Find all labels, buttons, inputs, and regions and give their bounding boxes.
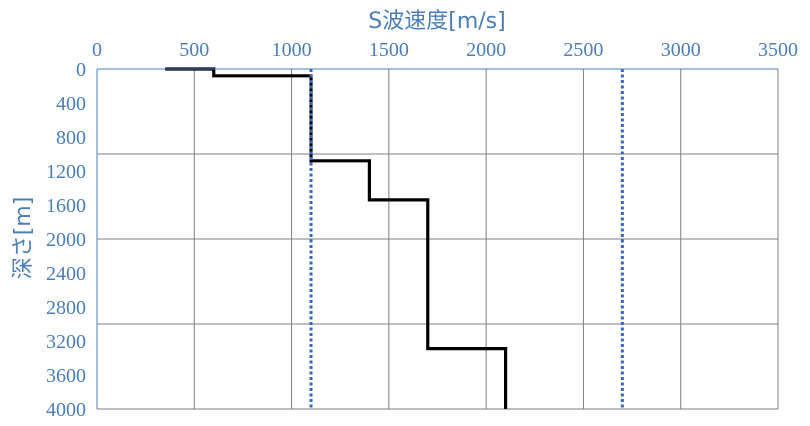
y-tick-label: 3600	[46, 365, 86, 387]
grid-lines	[97, 69, 779, 410]
y-tick-label: 0	[76, 59, 86, 81]
y-tick-label: 1200	[46, 161, 86, 183]
x-tick-label: 3500	[758, 39, 798, 61]
x-tick-label: 3000	[661, 39, 701, 61]
x-tick-label: 500	[179, 39, 209, 61]
series-layer	[165, 67, 624, 409]
y-tick-label: 1600	[46, 195, 86, 217]
y-axis-title: 深さ[m]	[11, 197, 36, 280]
step-profile-line	[165, 67, 508, 409]
y-tick-label: 2400	[46, 263, 86, 285]
x-tick-label: 0	[92, 39, 102, 61]
axis-layer: 0 500 1000 1500 2000 2500 3000 3500 0 400 800 1200 1…	[46, 39, 798, 421]
y-tick-label: 2800	[46, 297, 86, 319]
y-tick-label: 4000	[46, 399, 86, 421]
y-tick-label: 400	[56, 93, 86, 115]
x-tick-label: 1000	[272, 39, 312, 61]
y-tick-label: 2000	[46, 229, 86, 251]
y-tick-label: 3200	[46, 331, 86, 353]
x-axis-title: S波速度[m/s]	[368, 9, 505, 34]
x-tick-label: 2000	[466, 39, 506, 61]
x-tick-label: 1500	[369, 39, 409, 61]
y-tick-label: 800	[56, 127, 86, 149]
x-tick-label: 2500	[563, 39, 603, 61]
